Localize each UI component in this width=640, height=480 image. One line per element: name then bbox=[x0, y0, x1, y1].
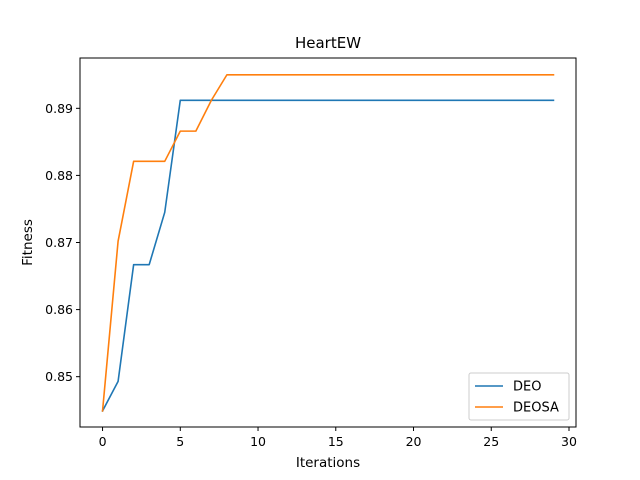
legend-label-deo: DEO bbox=[513, 380, 541, 395]
legend-label-deosa: DEOSA bbox=[513, 401, 559, 416]
y-axis: 0.85 0.86 0.87 0.88 0.89 bbox=[45, 101, 80, 384]
y-axis-label: Fitness bbox=[20, 219, 36, 266]
series-line-deosa bbox=[101, 73, 555, 412]
x-tick-label: 0 bbox=[99, 434, 107, 449]
legend-box bbox=[468, 372, 570, 421]
x-axis-label: Iterations bbox=[296, 455, 360, 471]
y-tick-label: 0.89 bbox=[45, 101, 73, 116]
series-layer bbox=[101, 73, 555, 412]
series-line-deo bbox=[101, 99, 555, 412]
y-tick-label: 0.86 bbox=[45, 302, 73, 317]
legend: DEO DEOSA bbox=[468, 372, 570, 421]
chart-title: HeartEW bbox=[295, 34, 361, 52]
x-tick-label: 15 bbox=[328, 434, 344, 449]
y-tick-label: 0.88 bbox=[45, 168, 73, 183]
x-tick-label: 20 bbox=[406, 434, 422, 449]
x-axis: 0 5 10 15 20 25 30 bbox=[99, 427, 577, 449]
y-tick-label: 0.85 bbox=[45, 369, 73, 384]
y-tick-label: 0.87 bbox=[45, 235, 73, 250]
x-tick-label: 25 bbox=[483, 434, 499, 449]
x-tick-label: 10 bbox=[250, 434, 266, 449]
x-tick-label: 5 bbox=[176, 434, 184, 449]
x-tick-label: 30 bbox=[561, 434, 577, 449]
